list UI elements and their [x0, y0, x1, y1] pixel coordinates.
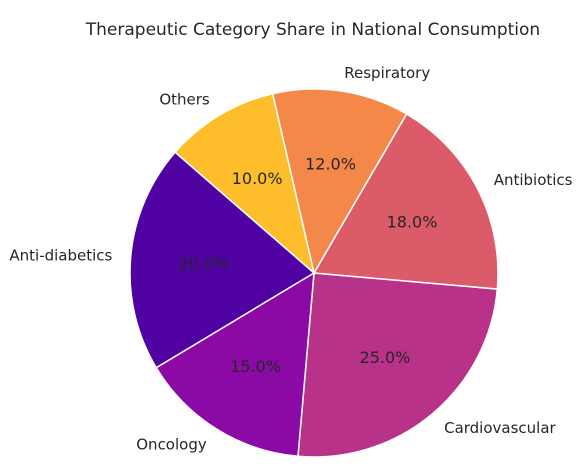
pie-labels: Cardiovascular 25.0% Antibiotics 18.0% Respi… [9, 64, 572, 454]
chart-title: Therapeutic Category Share in National C… [85, 20, 540, 40]
percent-label-antibiotics: 18.0% [387, 213, 438, 232]
pie-slice-oncology [155, 271, 315, 458]
percent-label-respiratory: 12.0% [305, 154, 356, 173]
pie-slice-antibiotics [312, 112, 499, 290]
percent-label-cardiovascular: 25.0% [360, 348, 411, 367]
category-label-antibiotics: Antibiotics [494, 171, 573, 189]
percent-label-others: 10.0% [232, 169, 283, 188]
category-label-anti-diabetics: Anti-diabetics [9, 246, 112, 264]
pie-slice-others [174, 92, 316, 276]
percent-label-oncology: 15.0% [230, 357, 281, 376]
category-label-oncology: Oncology [136, 436, 207, 454]
percent-label-anti-diabetics: 20.0% [179, 254, 230, 273]
pie-slice-anti-diabetics [129, 151, 316, 369]
category-label-others: Others [159, 91, 210, 109]
pie-slices [129, 88, 499, 458]
pie-slice-respiratory [271, 88, 408, 276]
pie-slice-cardiovascular [297, 272, 499, 458]
category-label-respiratory: Respiratory [344, 64, 430, 82]
category-label-cardiovascular: Cardiovascular [444, 419, 556, 437]
